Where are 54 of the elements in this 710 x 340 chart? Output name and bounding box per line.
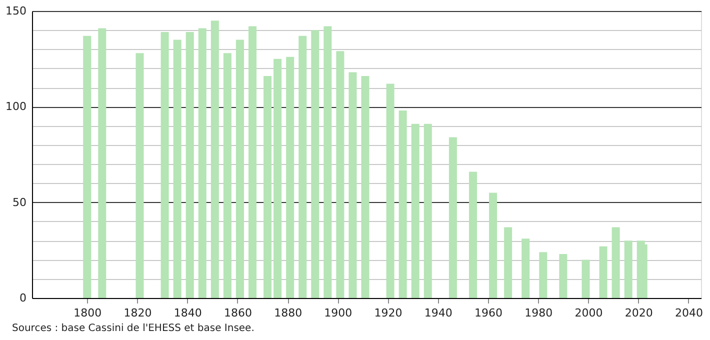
bar — [236, 40, 244, 298]
bar — [83, 36, 92, 298]
bar — [160, 32, 169, 298]
bar — [324, 26, 332, 298]
bar — [522, 238, 530, 298]
bar — [489, 192, 498, 298]
bar — [559, 254, 568, 298]
bar — [411, 124, 420, 298]
bar — [424, 124, 432, 298]
bar — [223, 53, 232, 298]
bar — [539, 252, 548, 298]
bar — [348, 72, 357, 298]
x-tick-label: 2020 — [624, 306, 653, 320]
bar — [582, 260, 590, 298]
bar — [398, 110, 407, 298]
source-note: Sources : base Cassini de l'EHESS et base Insee. — [12, 323, 254, 334]
x-tick-label: 1800 — [74, 306, 102, 320]
x-tick-label: 1840 — [174, 306, 202, 320]
bar — [624, 240, 632, 298]
bar — [612, 227, 620, 298]
x-tick-label: 2040 — [674, 306, 703, 320]
x-tick-label: 1920 — [374, 306, 402, 320]
bar — [468, 172, 477, 298]
bar — [636, 240, 645, 298]
bar — [264, 76, 272, 298]
bar — [248, 26, 256, 298]
bar — [311, 30, 320, 298]
bar — [286, 56, 294, 298]
y-tick-label: 0 — [20, 292, 26, 304]
y-tick-label: 100 — [6, 100, 26, 114]
x-tick-label: 2000 — [574, 306, 603, 320]
x-tick-label: 1900 — [324, 306, 352, 320]
x-tick-label: 1880 — [274, 306, 302, 320]
x-tick-label: 1980 — [524, 306, 553, 320]
x-tick-label: 1940 — [424, 306, 452, 320]
bar — [336, 51, 344, 298]
bar — [136, 53, 144, 298]
bar — [361, 76, 370, 298]
y-tick-label: 150 — [6, 4, 26, 18]
bar — [504, 227, 512, 298]
bar — [210, 20, 219, 298]
bar — [198, 28, 206, 298]
y-tick-label: 50 — [12, 196, 26, 209]
bar — [599, 246, 608, 298]
bar — [173, 40, 182, 298]
bar — [186, 32, 194, 298]
bar — [274, 58, 282, 298]
x-tick-label: 1820 — [124, 306, 152, 320]
x-tick-label: 1860 — [224, 306, 252, 320]
bar — [448, 137, 457, 298]
bar — [98, 28, 106, 298]
bar — [298, 36, 307, 298]
x-tick-label: 1960 — [474, 306, 503, 320]
bar — [386, 84, 394, 298]
